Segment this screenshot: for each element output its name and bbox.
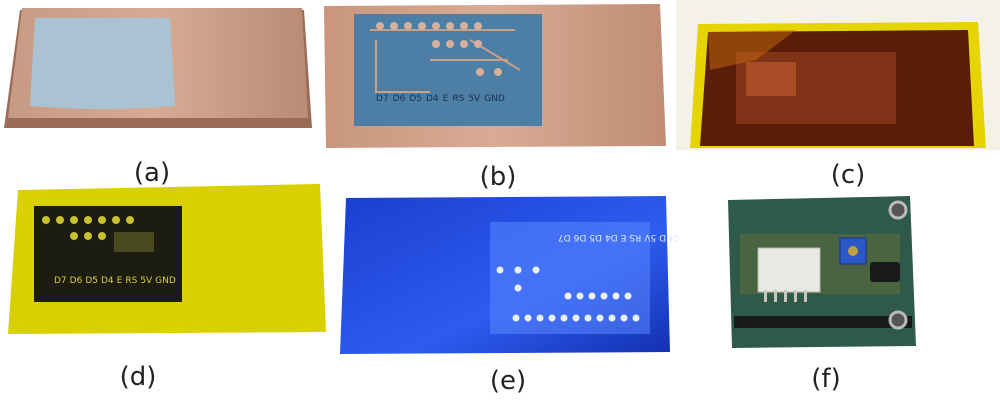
board-label: RS — [452, 94, 465, 104]
caption-d: (d) — [119, 362, 157, 392]
board-label: E — [442, 94, 449, 104]
caption-a: (a) — [133, 158, 171, 188]
board-label: D5 — [85, 276, 98, 286]
panel-d-photo: D7 D6 D5 D4 E RS 5V GND — [4, 182, 330, 338]
transfer-sheet — [30, 18, 175, 109]
panel-b-photo: D7 D6 D5 D4 E RS 5V GND — [320, 0, 668, 152]
board-label: GND — [155, 276, 176, 286]
panel-f-photo — [720, 194, 922, 350]
board-label: E — [620, 232, 627, 242]
board-d-label-row: D7 D6 D5 D4 E RS 5V GND — [54, 276, 176, 286]
board-label: D7 — [54, 276, 67, 286]
board-label: D4 — [100, 276, 114, 286]
board-label: RS — [125, 276, 138, 286]
pad-row — [496, 266, 640, 322]
pin-header-strip — [734, 316, 912, 328]
board-label: GND — [484, 94, 505, 104]
caption-c: (c) — [830, 160, 866, 190]
capacitor — [870, 262, 900, 282]
board-label: RS — [629, 232, 642, 242]
board-b-label-row: D7 D6 D5 D4 E RS 5V GND — [376, 94, 505, 104]
pad-row — [376, 22, 502, 76]
board-label: 5V — [468, 94, 481, 104]
board-label: E — [116, 276, 123, 286]
panel-e-photo: GND 5V RS E D4 D5 D6 D7 — [340, 196, 680, 354]
board-label: GND — [659, 232, 680, 242]
board-label: D6 — [392, 94, 406, 104]
board-label: 5V — [140, 276, 153, 286]
caption-b: (b) — [479, 162, 517, 192]
white-connector — [757, 247, 821, 293]
panel-c-photo — [676, 0, 1000, 150]
caption-e: (e) — [489, 366, 527, 396]
board-label: D5 — [409, 94, 422, 104]
mounting-screw — [888, 200, 908, 220]
board-label: D7 — [558, 232, 571, 242]
board-label: D7 — [376, 94, 389, 104]
board-label: D6 — [69, 276, 83, 286]
board-label: D4 — [604, 232, 618, 242]
copper-traces — [370, 29, 521, 93]
caption-f: (f) — [811, 364, 841, 394]
board-label: D5 — [589, 232, 602, 242]
toner-mask — [354, 14, 542, 126]
panel-a-photo — [0, 0, 312, 140]
board-label: D6 — [573, 232, 587, 242]
mounting-screw — [888, 310, 908, 330]
board-e-label-row: GND 5V RS E D4 D5 D6 D7 — [558, 232, 680, 242]
board-label: 5V — [644, 232, 657, 242]
board-label: D4 — [425, 94, 439, 104]
